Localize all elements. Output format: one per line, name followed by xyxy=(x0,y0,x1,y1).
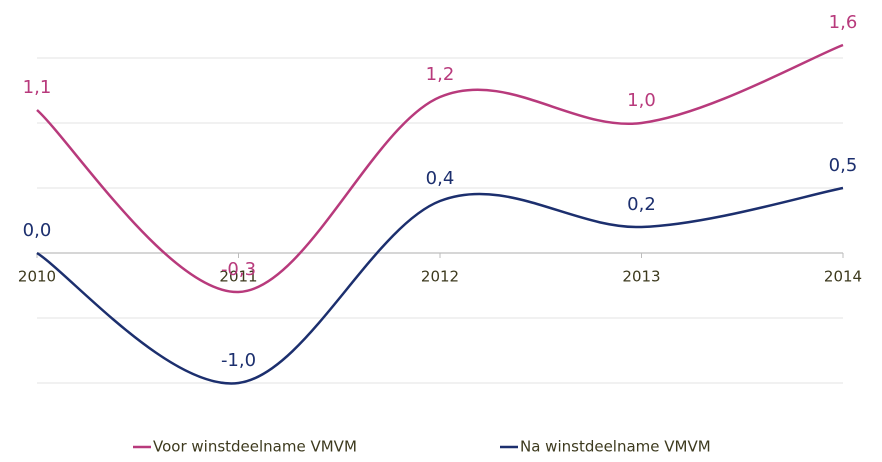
data-label: 1,1 xyxy=(23,77,52,98)
legend-label: Na winstdeelname VMVM xyxy=(520,438,711,456)
x-tick-label: 2014 xyxy=(824,268,862,286)
series-line xyxy=(36,186,844,385)
data-label: 0,2 xyxy=(627,194,656,215)
x-tick-label: 2011 xyxy=(219,268,257,286)
series-line xyxy=(36,43,844,294)
x-tick-label: 2012 xyxy=(421,268,459,286)
legend-label: Voor winstdeelname VMVM xyxy=(153,438,357,456)
data-label: 0,4 xyxy=(426,168,455,189)
data-label: 0,0 xyxy=(23,220,52,241)
data-label: 1,2 xyxy=(426,64,455,85)
data-label: 1,0 xyxy=(627,90,656,111)
x-tick-label: 2013 xyxy=(622,268,660,286)
data-label: -0,3 xyxy=(221,259,256,280)
data-label: 0,5 xyxy=(829,155,858,176)
data-label: 1,6 xyxy=(829,12,858,33)
data-label: -1,0 xyxy=(221,350,256,371)
x-tick-label: 2010 xyxy=(18,268,56,286)
